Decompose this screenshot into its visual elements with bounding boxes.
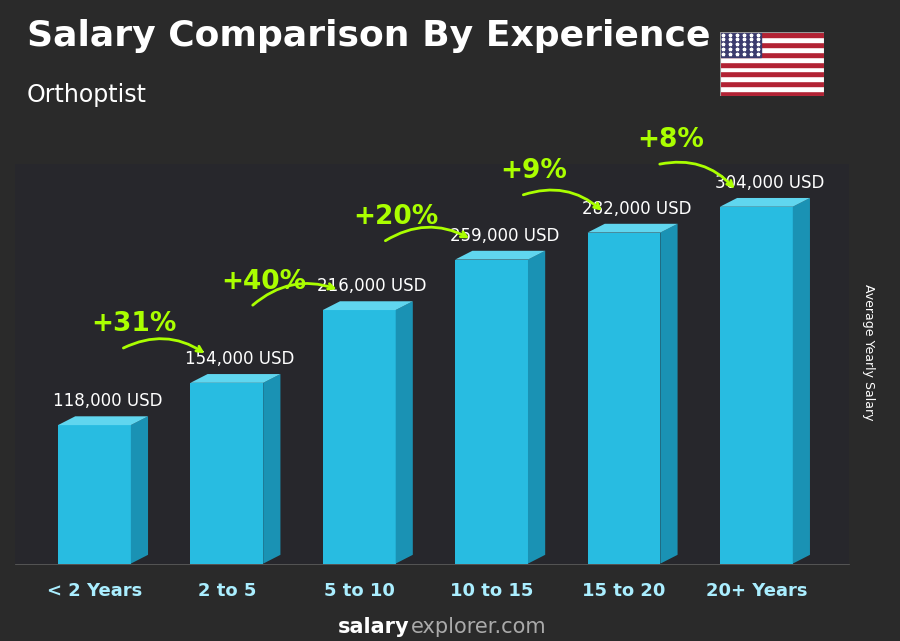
Bar (720, 87, 824, 91)
Text: Salary Comparison By Experience: Salary Comparison By Experience (27, 19, 710, 53)
Bar (720, 32, 824, 37)
Text: 282,000 USD: 282,000 USD (582, 200, 692, 218)
Bar (720, 67, 824, 72)
Bar (720, 81, 824, 87)
Bar (720, 37, 824, 42)
Polygon shape (263, 374, 281, 563)
Text: 216,000 USD: 216,000 USD (318, 278, 427, 296)
Polygon shape (588, 233, 661, 563)
Text: 154,000 USD: 154,000 USD (185, 350, 294, 368)
Bar (720, 52, 824, 56)
Bar (720, 56, 824, 62)
Polygon shape (396, 301, 413, 563)
Bar (720, 47, 824, 52)
Text: 259,000 USD: 259,000 USD (450, 227, 559, 245)
Polygon shape (191, 374, 281, 383)
Text: explorer.com: explorer.com (411, 617, 547, 637)
Polygon shape (793, 198, 810, 563)
Text: 118,000 USD: 118,000 USD (53, 392, 162, 410)
Bar (720, 72, 824, 76)
Polygon shape (58, 416, 148, 425)
Polygon shape (661, 224, 678, 563)
Polygon shape (58, 425, 130, 563)
Text: +31%: +31% (92, 312, 176, 337)
Text: +8%: +8% (637, 127, 704, 153)
Polygon shape (191, 383, 263, 563)
Polygon shape (323, 301, 413, 310)
Text: +9%: +9% (500, 158, 567, 184)
Text: Average Yearly Salary: Average Yearly Salary (862, 285, 875, 420)
Bar (720, 76, 824, 81)
Text: Orthoptist: Orthoptist (27, 83, 147, 107)
Text: 304,000 USD: 304,000 USD (715, 174, 824, 192)
Text: +20%: +20% (354, 204, 439, 230)
Polygon shape (528, 251, 545, 563)
Polygon shape (323, 310, 396, 563)
Bar (720, 91, 824, 96)
Bar (720, 32, 761, 56)
Polygon shape (455, 260, 528, 563)
Polygon shape (455, 251, 545, 260)
Polygon shape (130, 416, 148, 563)
Bar (720, 42, 824, 47)
Polygon shape (720, 207, 793, 563)
Bar (720, 62, 824, 67)
Polygon shape (720, 198, 810, 207)
Text: salary: salary (338, 617, 410, 637)
Polygon shape (588, 224, 678, 233)
Text: +40%: +40% (221, 269, 306, 295)
